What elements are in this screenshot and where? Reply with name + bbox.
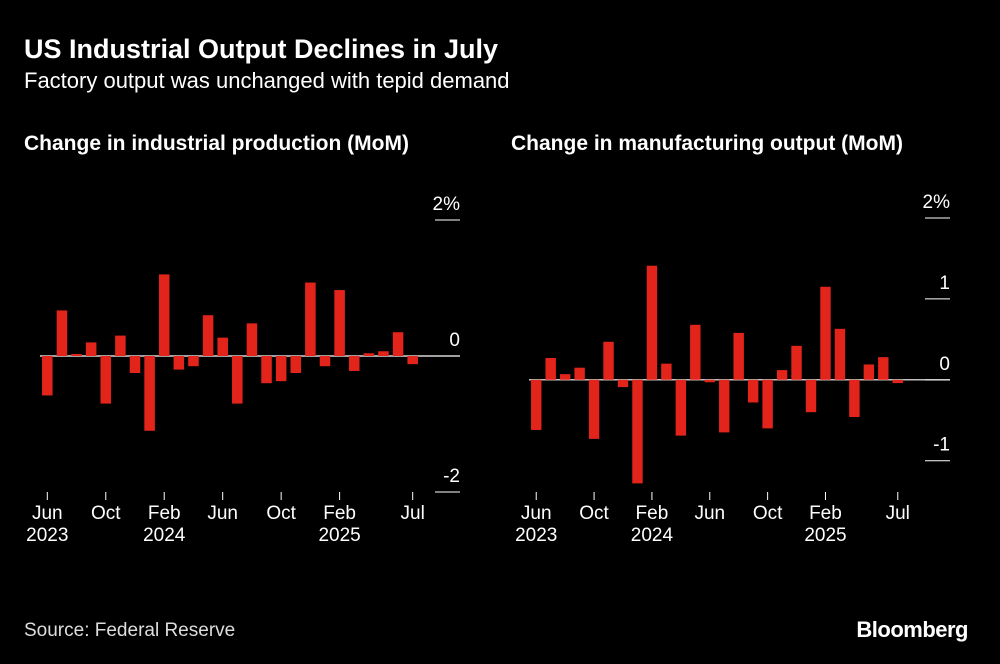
bar xyxy=(849,379,860,418)
x-tick-label: Jun xyxy=(207,503,238,524)
x-tick-label: Feb 2025 xyxy=(318,503,361,546)
bar xyxy=(319,356,331,367)
y-tick-label: -2 xyxy=(443,466,460,487)
x-tick-label: Jun xyxy=(694,503,726,524)
chart-title: Change in industrial production (MoM) xyxy=(24,132,409,155)
bar xyxy=(791,345,802,380)
bar xyxy=(617,379,629,388)
bar xyxy=(100,356,112,404)
bar xyxy=(588,379,600,439)
bar xyxy=(71,353,82,356)
bar xyxy=(776,370,788,380)
bar xyxy=(305,282,316,356)
bar xyxy=(762,379,773,429)
bar xyxy=(559,374,571,380)
bar xyxy=(407,356,418,365)
bar xyxy=(129,356,141,373)
bar xyxy=(261,356,272,384)
x-tick-label: Jun 2023 xyxy=(26,503,69,546)
bar xyxy=(115,335,126,356)
y-tick-label: 1 xyxy=(939,273,950,294)
y-tick-label: 0 xyxy=(449,330,460,351)
bar xyxy=(173,356,185,370)
bar xyxy=(232,356,243,404)
bar xyxy=(85,342,97,356)
bar xyxy=(531,379,542,430)
bar xyxy=(704,379,715,383)
bar xyxy=(892,379,903,384)
bar xyxy=(661,363,672,380)
chart-title: Change in manufacturing output (MoM) xyxy=(511,132,903,155)
bar xyxy=(603,341,614,380)
bar xyxy=(42,356,53,396)
bar xyxy=(348,356,360,371)
x-tick-label: Feb 2024 xyxy=(630,503,674,546)
bar xyxy=(275,356,287,382)
bar xyxy=(363,353,375,356)
bar xyxy=(747,379,759,403)
x-tick-label: Oct xyxy=(579,503,609,524)
bar xyxy=(719,379,730,433)
source-note: Source: Federal Reserve xyxy=(24,620,236,641)
bar xyxy=(56,310,68,356)
bar xyxy=(733,332,744,380)
bar xyxy=(820,286,831,380)
x-tick-label: Feb 2024 xyxy=(143,503,186,546)
x-tick-label: Oct xyxy=(90,503,121,524)
bar xyxy=(834,328,846,380)
x-tick-label: Jun 2023 xyxy=(515,503,558,546)
bar xyxy=(334,290,345,356)
bar xyxy=(378,351,389,356)
x-tick-label: Feb 2025 xyxy=(804,503,847,546)
bar xyxy=(158,274,170,356)
bar xyxy=(632,379,643,484)
bar xyxy=(217,337,228,356)
brand-logo: Bloomberg xyxy=(856,617,968,642)
y-tick-label: 2% xyxy=(923,192,951,213)
x-tick-label: Jul xyxy=(885,503,910,524)
bar xyxy=(290,356,302,373)
bar xyxy=(144,356,155,431)
x-tick-label: Oct xyxy=(752,503,783,524)
bar xyxy=(690,324,701,380)
bar xyxy=(202,315,214,356)
bar xyxy=(863,364,875,380)
y-tick-label: 0 xyxy=(939,354,950,375)
bar xyxy=(574,367,585,380)
bar xyxy=(675,379,687,436)
page-title: US Industrial Output Declines in July xyxy=(24,34,499,64)
x-tick-label: Jul xyxy=(400,503,425,524)
bar xyxy=(188,356,199,367)
bar xyxy=(805,379,817,413)
bar xyxy=(392,332,404,356)
y-tick-label: -1 xyxy=(933,435,950,456)
bar xyxy=(246,323,258,356)
x-tick-label: Oct xyxy=(266,503,296,524)
bar xyxy=(545,357,556,380)
y-tick-label: 2% xyxy=(433,194,461,215)
bar xyxy=(878,357,889,380)
bar xyxy=(646,265,658,380)
page-subtitle: Factory output was unchanged with tepid … xyxy=(24,68,510,93)
